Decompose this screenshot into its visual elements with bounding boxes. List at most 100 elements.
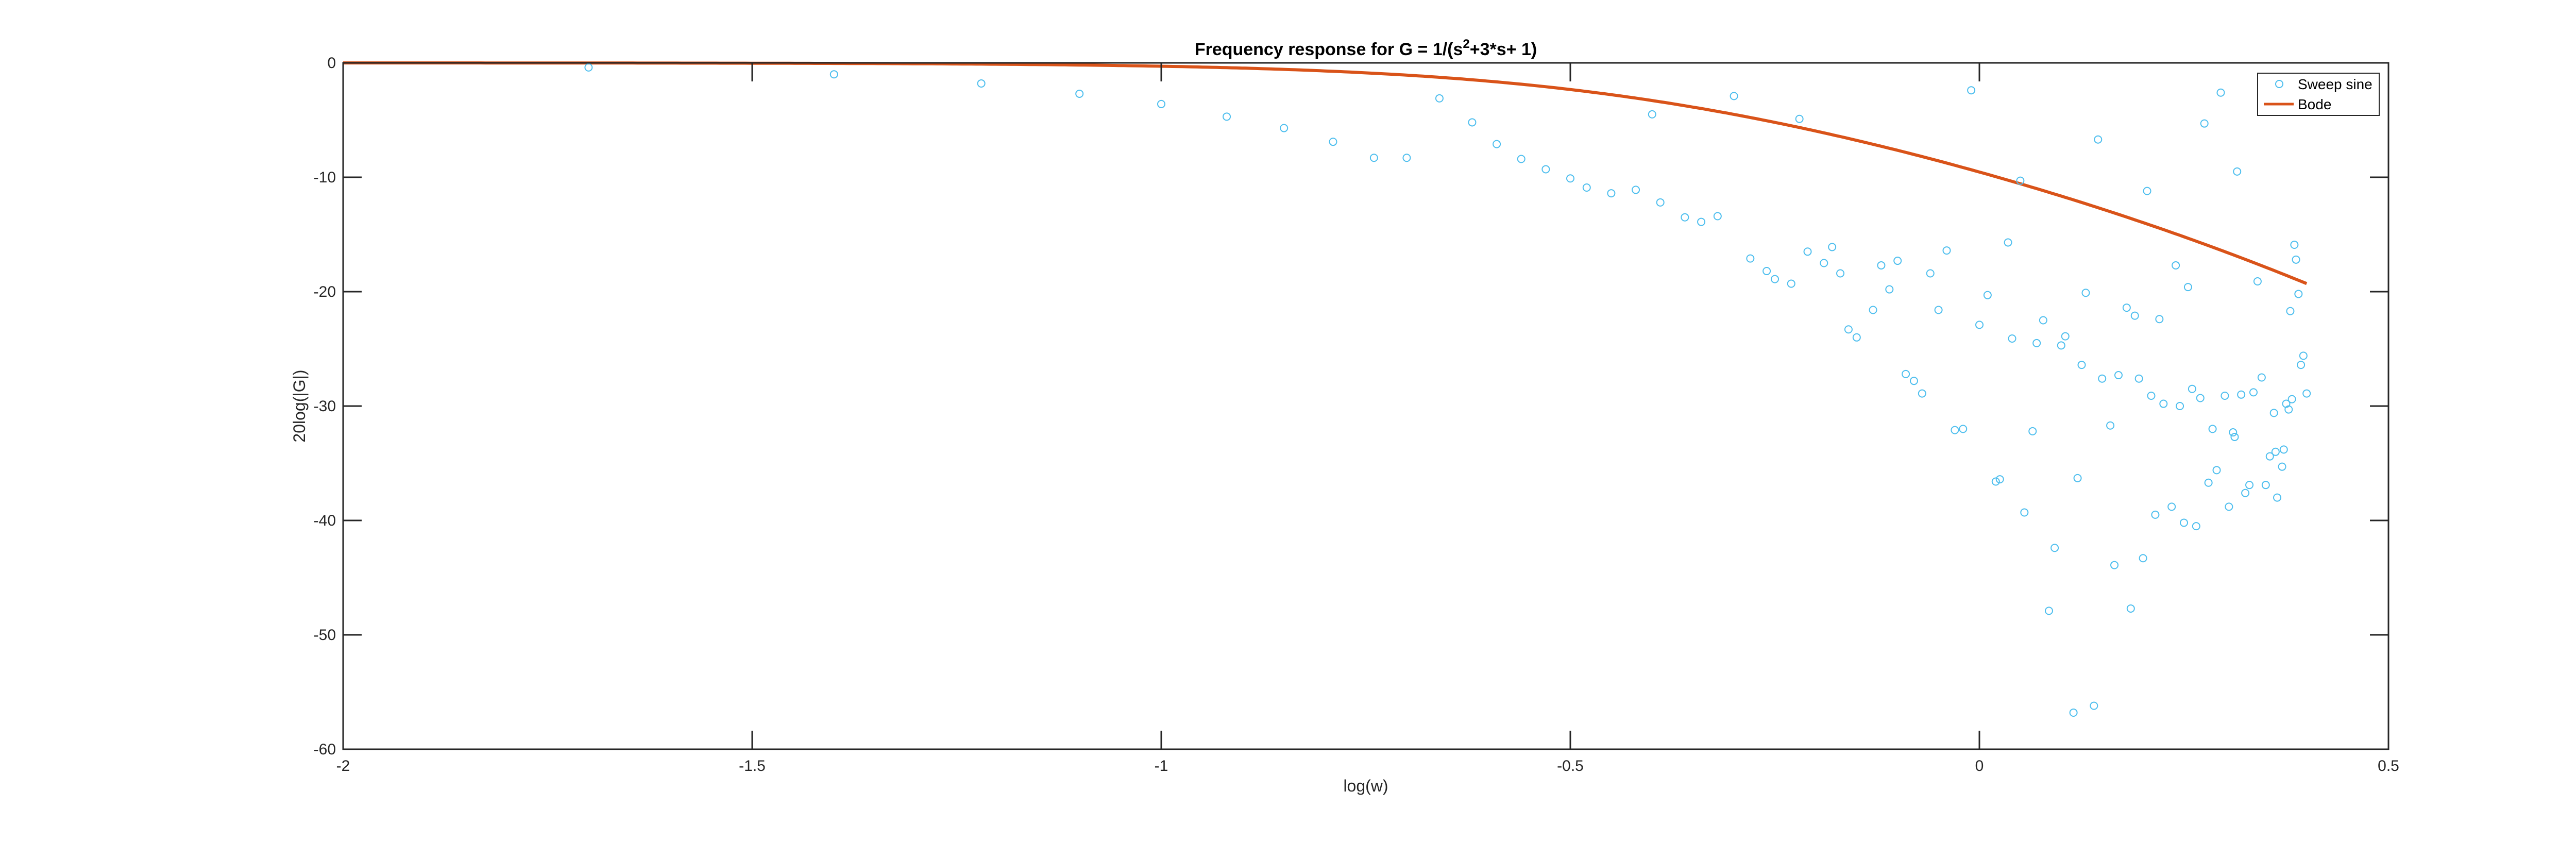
sweep-sine-point xyxy=(1771,275,1779,283)
sweep-sine-point xyxy=(2126,604,2135,613)
sweep-sine-point xyxy=(2271,447,2280,456)
sweep-sine-point xyxy=(2172,261,2180,270)
sweep-sine-point xyxy=(1468,118,1477,127)
sweep-sine-point xyxy=(1951,426,1959,434)
sweep-sine-point xyxy=(1918,389,1926,398)
sweep-sine-point xyxy=(2233,167,2242,176)
chart-title-text-end: +3*s+ 1) xyxy=(1470,40,1537,59)
sweep-sine-point xyxy=(2294,290,2303,298)
sweep-sine-point xyxy=(1632,186,1640,194)
sweep-sine-point xyxy=(2016,176,2025,185)
sweep-sine-point xyxy=(2290,240,2299,249)
x-tick-label: -2 xyxy=(336,757,350,774)
sweep-sine-point xyxy=(2069,708,2078,717)
sweep-sine-point xyxy=(1967,86,1976,95)
sweep-sine-point xyxy=(1983,291,1992,299)
sweep-sine-point xyxy=(2159,399,2168,408)
sweep-sine-point xyxy=(2245,481,2254,490)
x-axis-label: log(w) xyxy=(1343,777,1388,795)
sweep-sine-point xyxy=(2208,425,2217,433)
x-tick-label: -1.5 xyxy=(739,757,766,774)
legend-label-sweep-sine: Sweep sine xyxy=(2298,76,2372,92)
sweep-sine-point xyxy=(2279,445,2288,454)
sweep-sine-point xyxy=(2196,394,2205,402)
sweep-sine-point xyxy=(2230,432,2239,441)
sweep-sine-point xyxy=(2269,409,2278,417)
sweep-sine-point xyxy=(2265,452,2274,461)
sweep-sine-point xyxy=(1893,257,1902,265)
sweep-sine-point xyxy=(2221,392,2229,400)
y-tick-label: -30 xyxy=(314,398,336,415)
sweep-sine-point xyxy=(2299,351,2308,360)
sweep-sine-point xyxy=(2143,187,2151,195)
sweep-sine-point xyxy=(2278,462,2286,471)
sweep-sine-point xyxy=(1836,269,1845,278)
sweep-sine-point xyxy=(2292,255,2300,264)
sweep-sine-point xyxy=(2180,518,2188,527)
sweep-sine-point xyxy=(1713,212,1722,221)
sweep-sine-point xyxy=(2237,390,2246,399)
sweep-sine-point xyxy=(1909,377,1918,385)
sweep-sine-point xyxy=(2155,315,2164,324)
sweep-sine-point xyxy=(2257,373,2266,382)
sweep-sine-point xyxy=(2302,389,2311,398)
sweep-sine-point xyxy=(1648,110,1656,119)
sweep-sine-point xyxy=(2114,371,2123,380)
sweep-sine-point xyxy=(2241,489,2250,497)
sweep-sine-point xyxy=(1730,92,1738,100)
sweep-sine-point xyxy=(1795,114,1804,123)
legend: Sweep sine Bode xyxy=(2257,73,2380,116)
sweep-sine-point xyxy=(2139,554,2147,563)
sweep-sine-point xyxy=(2090,701,2098,710)
sweep-sine-point xyxy=(1697,217,1706,226)
y-tick-label: -20 xyxy=(314,283,336,300)
sweep-sine-point xyxy=(1926,269,1935,278)
sweep-sine-point xyxy=(2188,384,2196,393)
sweep-sine-point xyxy=(1877,261,1886,270)
sweep-sine-point xyxy=(1803,247,1812,256)
sweep-sine-point xyxy=(2167,502,2176,511)
sweep-sine-point xyxy=(2134,374,2143,383)
sweep-sine-point xyxy=(1885,285,1894,294)
sweep-sine-point xyxy=(1959,425,1968,433)
sweep-sine-point xyxy=(1223,112,1231,121)
sweep-sine-point xyxy=(2004,238,2012,247)
sweep-sine-point xyxy=(1681,213,1689,222)
sweep-sine-point xyxy=(1517,155,1526,163)
sweep-sine-point xyxy=(2020,508,2029,517)
sweep-sine-point xyxy=(2106,421,2115,430)
sweep-sine-point xyxy=(1075,89,1084,98)
sweep-sine-point xyxy=(2008,334,2016,343)
sweep-sine-point xyxy=(1869,306,1877,314)
sweep-sine-point xyxy=(2176,402,2184,410)
sweep-sine-point xyxy=(1991,477,2000,486)
sweep-sine-point xyxy=(2098,374,2107,383)
sweep-sine-point xyxy=(2039,316,2047,325)
sweep-sine-point xyxy=(1975,321,1984,329)
sweep-sine-point xyxy=(2077,361,2086,369)
x-tick-label: -0.5 xyxy=(1557,757,1584,774)
sweep-sine-point xyxy=(1656,198,1665,207)
y-tick-label: -40 xyxy=(314,512,336,529)
sweep-sine-point xyxy=(1942,246,1951,255)
sweep-sine-point xyxy=(1369,154,1378,162)
sweep-sine-point xyxy=(1493,140,1501,148)
y-tick-label: -60 xyxy=(314,741,336,758)
sweep-sine-point xyxy=(1566,174,1574,183)
sweep-sine-point xyxy=(1280,124,1289,132)
y-axis-label: 20log(|G|) xyxy=(290,369,309,442)
sweep-sine-point xyxy=(2094,135,2103,144)
sweep-sine-point xyxy=(2044,607,2053,615)
y-tick-label: 0 xyxy=(327,55,336,72)
sweep-sine-point xyxy=(1157,99,1165,108)
sweep-sine-point xyxy=(2122,304,2131,312)
sweep-sine-point xyxy=(2130,311,2139,320)
sweep-sine-point xyxy=(829,70,838,79)
chart-title-text: Frequency response for G = 1/(s xyxy=(1195,40,1463,59)
sweep-sine-point xyxy=(2286,307,2295,315)
sweep-sine-point xyxy=(2225,502,2233,511)
plot-background xyxy=(343,63,2388,749)
sweep-sine-series xyxy=(584,63,2311,717)
sweep-sine-point xyxy=(2028,427,2037,435)
